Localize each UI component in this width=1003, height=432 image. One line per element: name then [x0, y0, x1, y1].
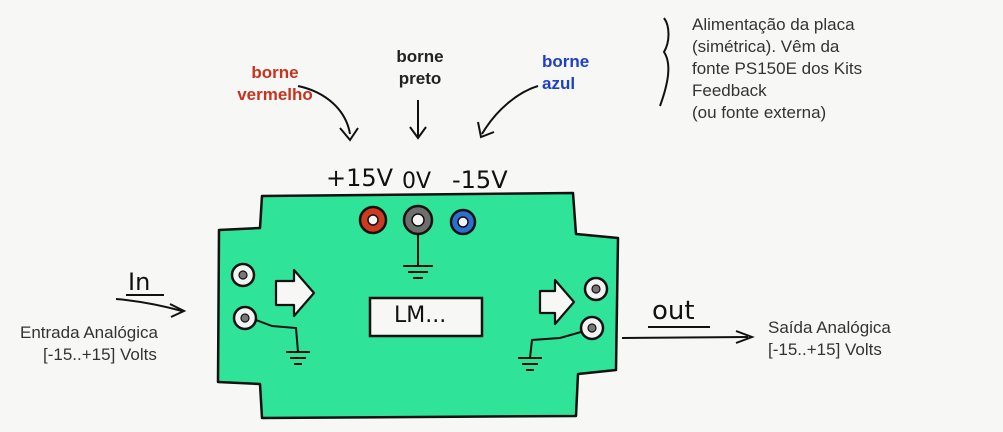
output-arrow-label: out — [652, 296, 695, 326]
input-direction-arrow — [274, 268, 316, 318]
output-connector-bottom — [579, 315, 605, 341]
black-terminal — [402, 204, 434, 236]
ground-symbol-output — [518, 331, 582, 371]
black-terminal-label: borne preto — [396, 47, 444, 88]
input-arrow-label: In — [128, 268, 151, 296]
arrow-to-red-terminal — [297, 85, 359, 142]
chip-label: LM... — [394, 303, 447, 328]
ground-symbol-input — [255, 319, 310, 365]
input-description: Entrada Analógica [-15..+15] Volts — [20, 323, 158, 364]
output-direction-arrow — [538, 278, 576, 326]
arrow-to-blue-terminal — [477, 85, 539, 139]
output-description: Saída Analógica [-15..+15] Volts — [768, 318, 891, 359]
output-signal-arrow — [621, 326, 755, 344]
ground-symbol-0v — [403, 234, 433, 279]
input-signal-arrow — [115, 294, 187, 318]
input-connector-top — [230, 262, 256, 288]
chip-body — [368, 296, 484, 338]
voltage-label-zero: 0V — [402, 169, 432, 194]
red-terminal — [358, 205, 388, 235]
voltage-label-positive: +15V — [326, 164, 394, 192]
input-connector-bottom — [232, 305, 258, 331]
blue-terminal — [449, 208, 477, 236]
red-terminal-label: borne vermelho — [237, 63, 313, 104]
power-note-brace — [659, 17, 670, 107]
voltage-label-negative: -15V — [452, 166, 508, 194]
power-supply-note: Alimentação da placa (simétrica). Vêm da… — [692, 15, 863, 122]
output-connector-top — [583, 276, 609, 302]
blue-terminal-label: borne azul — [542, 52, 590, 93]
arrow-to-black-terminal — [409, 100, 427, 140]
